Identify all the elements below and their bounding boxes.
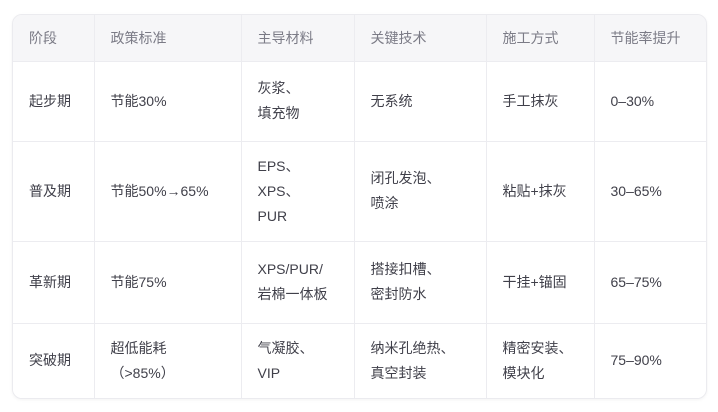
cell-policy-standard: 节能75% <box>93 240 241 323</box>
cell-stage: 突破期 <box>13 322 94 398</box>
cell-dominant-material: XPS/PUR/ 岩棉一体板 <box>240 240 354 323</box>
column-header-dominant-material: 主导材料 <box>240 15 354 61</box>
cell-construction-method: 干挂+锚固 <box>485 240 594 323</box>
cell-construction-method: 手工抹灰 <box>485 60 594 141</box>
cell-policy-standard: 节能50%→65% <box>93 140 241 241</box>
column-header-policy-standard: 政策标准 <box>93 15 241 61</box>
header-row: 阶段 政策标准 主导材料 关键技术 施工方式 节能率提升 <box>13 15 706 61</box>
stages-table-card: 阶段 政策标准 主导材料 关键技术 施工方式 节能率提升 起步期 节能30% 灰… <box>12 14 707 399</box>
cell-dominant-material: EPS、 XPS、 PUR <box>240 140 354 241</box>
cell-key-technology: 无系统 <box>353 60 486 141</box>
column-header-key-technology: 关键技术 <box>353 15 486 61</box>
cell-policy-standard: 超低能耗 （>85%） <box>93 322 241 398</box>
cell-key-technology: 纳米孔绝热、 真空封装 <box>353 322 486 398</box>
column-header-construction-method: 施工方式 <box>485 15 594 61</box>
cell-energy-saving-rate: 65–75% <box>593 240 706 323</box>
cell-policy-standard: 节能30% <box>93 60 241 141</box>
cell-stage: 起步期 <box>13 60 94 141</box>
cell-construction-method: 粘贴+抹灰 <box>485 140 594 241</box>
table-row-innovation-stage: 革新期 节能75% XPS/PUR/ 岩棉一体板 搭接扣槽、 密封防水 干挂+锚… <box>13 240 706 323</box>
cell-energy-saving-rate: 75–90% <box>593 322 706 398</box>
column-header-stage: 阶段 <box>13 15 94 61</box>
cell-dominant-material: 灰浆、 填充物 <box>240 60 354 141</box>
cell-dominant-material: 气凝胶、 VIP <box>240 322 354 398</box>
table-row-breakthrough-stage: 突破期 超低能耗 （>85%） 气凝胶、 VIP 纳米孔绝热、 真空封装 精密安… <box>13 322 706 398</box>
cell-construction-method: 精密安装、 模块化 <box>485 322 594 398</box>
table-row-popularization-stage: 普及期 节能50%→65% EPS、 XPS、 PUR 闭孔发泡、 喷涂 粘贴+… <box>13 140 706 241</box>
table-row-initial-stage: 起步期 节能30% 灰浆、 填充物 无系统 手工抹灰 0–30% <box>13 60 706 141</box>
cell-key-technology: 搭接扣槽、 密封防水 <box>353 240 486 323</box>
cell-key-technology: 闭孔发泡、 喷涂 <box>353 140 486 241</box>
insulation-development-stages-table: 阶段 政策标准 主导材料 关键技术 施工方式 节能率提升 起步期 节能30% 灰… <box>13 15 706 398</box>
cell-stage: 普及期 <box>13 140 94 241</box>
cell-stage: 革新期 <box>13 240 94 323</box>
cell-energy-saving-rate: 0–30% <box>593 60 706 141</box>
column-header-energy-saving-rate: 节能率提升 <box>593 15 706 61</box>
cell-energy-saving-rate: 30–65% <box>593 140 706 241</box>
